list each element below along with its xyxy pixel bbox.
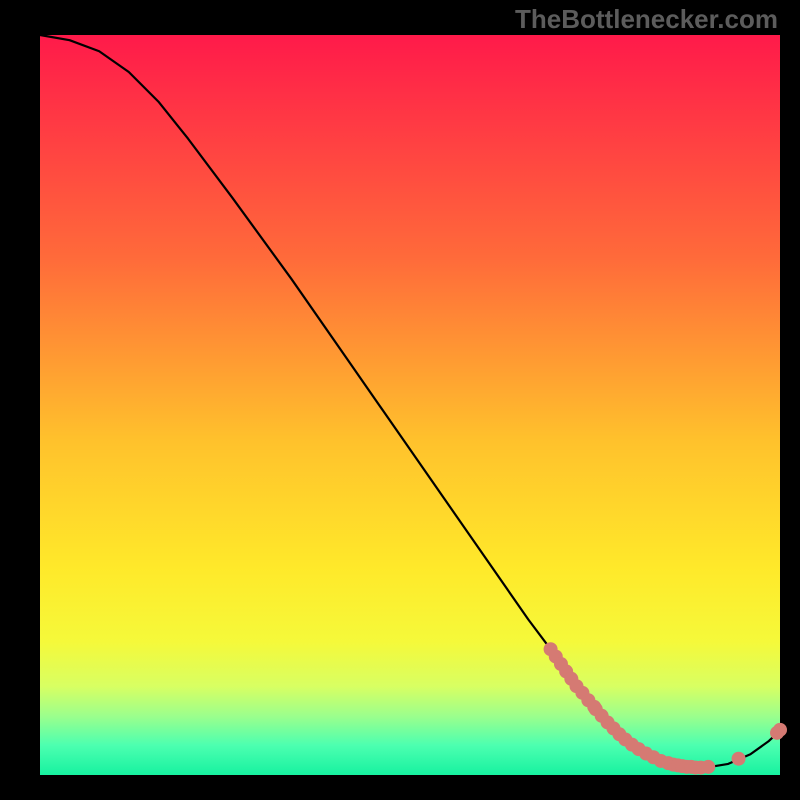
bottleneck-chart (40, 35, 780, 775)
data-marker (701, 760, 715, 774)
watermark-text: TheBottlenecker.com (515, 4, 778, 35)
data-marker (773, 723, 787, 737)
data-marker (732, 752, 746, 766)
bottleneck-curve (40, 35, 780, 768)
curve-layer (40, 35, 780, 775)
